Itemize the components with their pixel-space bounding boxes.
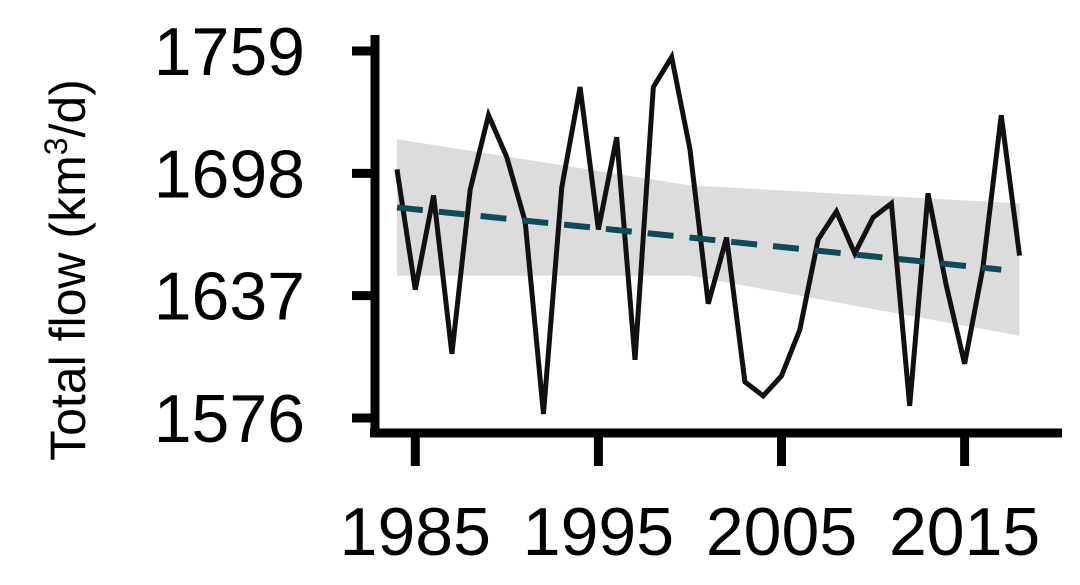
y-tick-label: 1637 [154,259,305,335]
x-tick-label: 1995 [523,494,674,570]
y-tick-label: 1576 [154,381,305,457]
y-tick-label: 1698 [154,136,305,212]
y-axis-title-superscript: 3 [38,137,74,155]
x-tick-label: 2005 [706,494,857,570]
y-axis-title-main: Total flow (km [40,155,96,461]
x-tick-label: 2015 [889,494,1040,570]
observed-flow-line [394,50,1023,415]
x-tick-label: 1985 [340,494,491,570]
y-axis-title-unit: /d) [40,79,96,137]
y-axis-title: Total flow (km3/d) [38,79,96,461]
y-tick-label: 1759 [154,14,305,90]
trend-line [396,204,1002,273]
